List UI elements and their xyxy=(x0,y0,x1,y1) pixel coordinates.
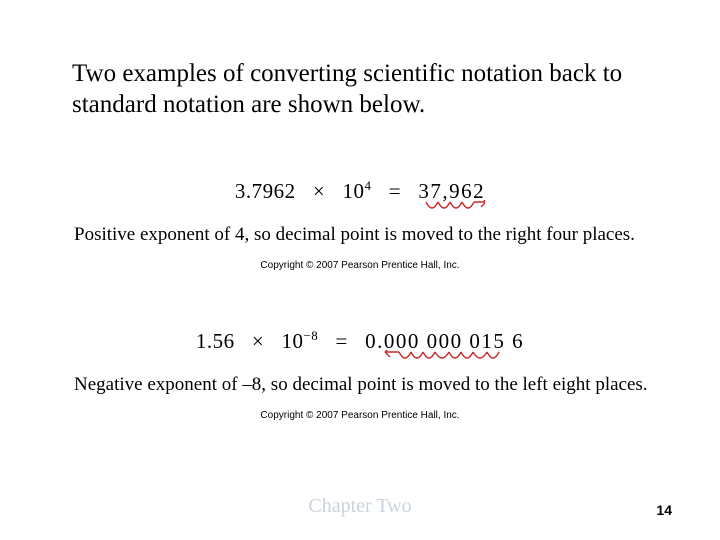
example-2: 1.56 × 10−8 = 0.000 000 015 6 xyxy=(0,328,720,421)
intro-paragraph: Two examples of converting scientific no… xyxy=(72,58,658,121)
coefficient-2: 1.56 xyxy=(196,329,235,353)
equation-2: 1.56 × 10−8 = 0.000 000 015 6 xyxy=(0,328,720,354)
base-2: 10 xyxy=(281,329,303,353)
result-wrap-1: 37,962 xyxy=(418,179,485,204)
copyright-2: Copyright © 2007 Pearson Prentice Hall, … xyxy=(0,410,720,421)
footer-chapter-label: Chapter Two xyxy=(0,495,720,518)
coefficient-1: 3.7962 xyxy=(235,179,296,203)
result-wrap-2: 0.000 000 015 6 xyxy=(365,329,524,354)
explanation-1: Positive exponent of 4, so decimal point… xyxy=(0,224,720,246)
equals-2: = xyxy=(336,329,348,353)
decimal-hops-2 xyxy=(365,350,524,368)
times-symbol-1: × xyxy=(313,179,325,203)
exponent-1: 4 xyxy=(365,178,372,193)
times-symbol-2: × xyxy=(252,329,264,353)
decimal-hops-1 xyxy=(418,200,485,218)
exponent-2: −8 xyxy=(303,328,318,343)
copyright-1: Copyright © 2007 Pearson Prentice Hall, … xyxy=(0,260,720,271)
hops-svg-1 xyxy=(418,200,485,218)
base-1: 10 xyxy=(343,179,365,203)
equals-1: = xyxy=(389,179,401,203)
page-number: 14 xyxy=(656,502,672,518)
slide-page: Two examples of converting scientific no… xyxy=(0,0,720,540)
example-1: 3.7962 × 104 = 37,962 xyxy=(0,178,720,271)
hops-svg-2 xyxy=(375,350,515,368)
explanation-2: Negative exponent of –8, so decimal poin… xyxy=(0,374,720,396)
equation-1: 3.7962 × 104 = 37,962 xyxy=(0,178,720,204)
